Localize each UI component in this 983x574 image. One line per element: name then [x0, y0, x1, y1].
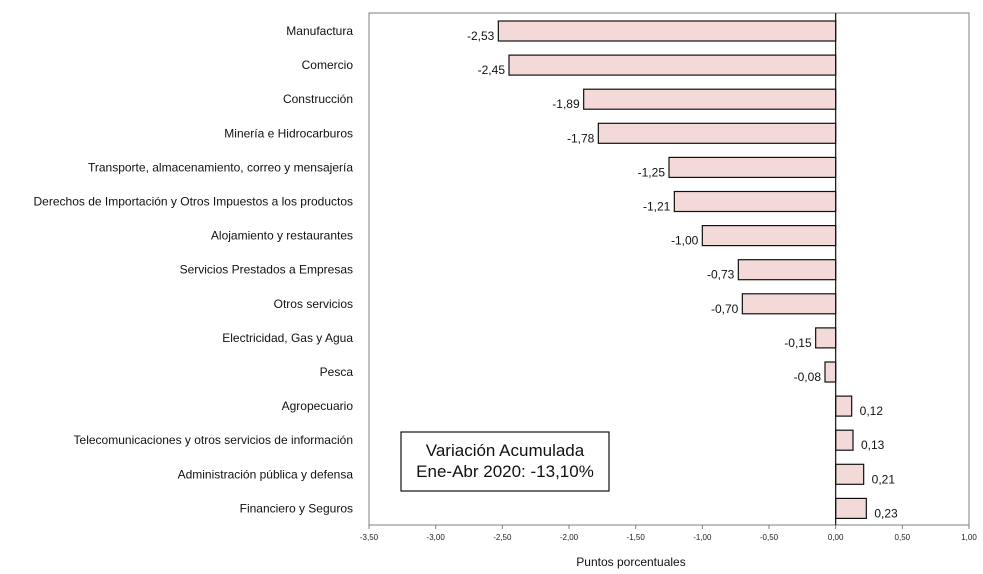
bar [668, 156, 837, 178]
bar [815, 327, 837, 349]
value-label: -1,89 [552, 97, 580, 111]
bar [701, 225, 837, 247]
annotation-line-2: Ene-Abr 2020: -13,10% [416, 462, 594, 481]
x-tick-label: -1,00 [693, 533, 712, 542]
value-label: -0,73 [707, 268, 735, 282]
value-label: -2,53 [467, 29, 495, 43]
x-tick-label: -1,50 [627, 533, 646, 542]
x-tick-label: -0,50 [760, 533, 779, 542]
category-label: Transporte, almacenamiento, correo y men… [88, 160, 353, 174]
category-label: Servicios Prestados a Empresas [180, 263, 353, 277]
x-tick-label: 0,50 [895, 533, 911, 542]
bar [583, 88, 837, 110]
bar [824, 361, 837, 383]
x-axis-ticks: -3,50 -3,00 -2,50 -2,00 -1,50 -1,00 -0,50 0,00 0… [360, 525, 977, 542]
value-label: 0,12 [860, 404, 884, 418]
category-label: Agropecuario [282, 399, 354, 413]
category-label: Construcción [283, 92, 353, 106]
category-label: Derechos de Importación y Otros Impuesto… [34, 195, 353, 209]
category-labels: Manufactura Comercio Construcción Minería e… [34, 24, 354, 515]
bar [497, 20, 837, 42]
x-tick-label: 1,00 [961, 533, 977, 542]
bar [508, 54, 837, 76]
bar [741, 293, 837, 315]
x-tick-label: -2,00 [560, 533, 579, 542]
category-label: Alojamiento y restaurantes [211, 229, 353, 243]
category-label: Comercio [302, 58, 354, 72]
value-label: -1,21 [643, 200, 671, 214]
bar [597, 122, 837, 144]
x-tick-label: -2,50 [493, 533, 512, 542]
x-tick-label: 0,00 [828, 533, 844, 542]
category-label: Minería e Hidrocarburos [224, 126, 353, 140]
x-axis-title: Puntos porcentuales [576, 555, 685, 569]
value-label: -0,08 [794, 370, 822, 384]
category-label: Financiero y Seguros [240, 501, 353, 515]
value-label: 0,13 [861, 438, 885, 452]
value-label: -0,15 [784, 336, 812, 350]
value-label: -1,25 [638, 165, 666, 179]
x-tick-label: -3,00 [427, 533, 446, 542]
annotation-box: Variación Acumulada Ene-Abr 2020: -13,10… [400, 431, 610, 492]
bar [835, 497, 867, 519]
bar [835, 429, 854, 451]
category-label: Otros servicios [274, 297, 353, 311]
category-label: Telecomunicaciones y otros servicios de … [74, 433, 353, 447]
bar [673, 190, 837, 213]
value-labels: -2,53 -2,45 -1,89 -1,78 -1,25 -1,21 -1,00 -0,73… [467, 29, 898, 520]
annotation-line-1: Variación Acumulada [426, 441, 585, 460]
bar [835, 463, 865, 485]
category-label: Pesca [320, 365, 354, 379]
category-label: Electricidad, Gas y Agua [222, 331, 353, 345]
x-tick-label: -3,50 [360, 533, 379, 542]
bar [835, 395, 853, 417]
category-label: Administración pública y defensa [178, 467, 354, 481]
value-label: 0,21 [872, 472, 896, 486]
value-label: -0,70 [711, 302, 739, 316]
value-label: 0,23 [874, 506, 898, 520]
bar [737, 259, 837, 281]
value-label: -1,00 [671, 234, 699, 248]
value-label: -2,45 [478, 63, 506, 77]
value-label: -1,78 [567, 131, 595, 145]
category-label: Manufactura [286, 24, 353, 38]
